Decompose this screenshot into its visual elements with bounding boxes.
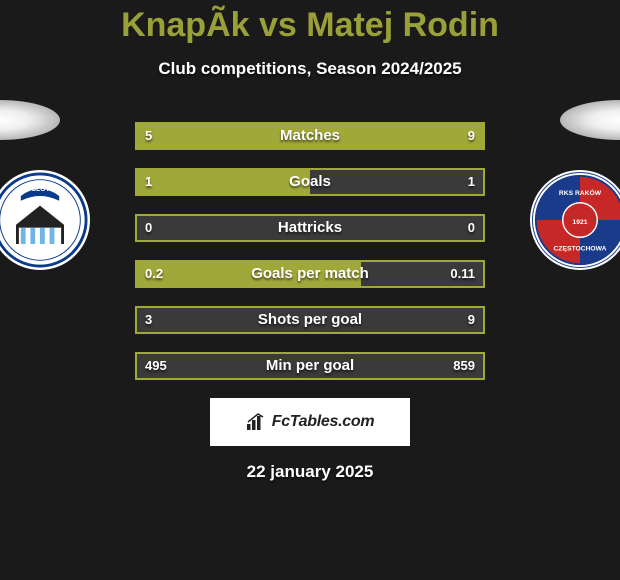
rakow-logo-icon: RKS RAKÓW CZĘSTOCHOWA 1921 [532, 170, 620, 270]
stat-bar: 00Hattricks [135, 214, 485, 242]
stat-bar: 59Matches [135, 122, 485, 150]
halo-glow [0, 100, 60, 140]
svg-text:FC SLOVAN: FC SLOVAN [21, 186, 59, 193]
svg-text:LIBEREC: LIBEREC [25, 251, 55, 258]
stat-bars: 59Matches 11Goals 00Hattricks 0.20.11Goals … [135, 122, 485, 380]
stat-bar: 39Shots per goal [135, 306, 485, 334]
svg-text:1921: 1921 [573, 219, 588, 226]
svg-text:RKS RAKÓW: RKS RAKÓW [559, 188, 602, 197]
stat-label: Matches [135, 122, 485, 150]
stat-label: Goals [135, 168, 485, 196]
stat-bar: 11Goals [135, 168, 485, 196]
right-player-column: RKS RAKÓW CZĘSTOCHOWA 1921 [500, 100, 620, 270]
comparison-panel: FC SLOVAN LIBEREC RKS RAKÓW CZĘSTOCHOWA [0, 100, 620, 482]
subtitle: Club competitions, Season 2024/2025 [0, 59, 620, 79]
svg-text:CZĘSTOCHOWA: CZĘSTOCHOWA [554, 246, 607, 253]
stat-label: Shots per goal [135, 306, 485, 334]
watermark-text: FcTables.com [272, 413, 375, 431]
slovan-liberec-logo-icon: FC SLOVAN LIBEREC [0, 170, 88, 270]
page-title: KnapÃ­k vs Matej Rodin [0, 0, 620, 45]
date-line: 22 january 2025 [0, 462, 620, 482]
stat-label: Goals per match [135, 260, 485, 288]
right-club-badge: RKS RAKÓW CZĘSTOCHOWA 1921 [530, 170, 620, 270]
stat-bar: 0.20.11Goals per match [135, 260, 485, 288]
chart-icon [246, 413, 268, 431]
left-club-badge: FC SLOVAN LIBEREC [0, 170, 90, 270]
watermark: FcTables.com [210, 398, 410, 446]
stat-bar: 495859Min per goal [135, 352, 485, 380]
left-player-column: FC SLOVAN LIBEREC [0, 100, 120, 270]
stat-label: Min per goal [135, 352, 485, 380]
halo-glow [560, 100, 620, 140]
stat-label: Hattricks [135, 214, 485, 242]
